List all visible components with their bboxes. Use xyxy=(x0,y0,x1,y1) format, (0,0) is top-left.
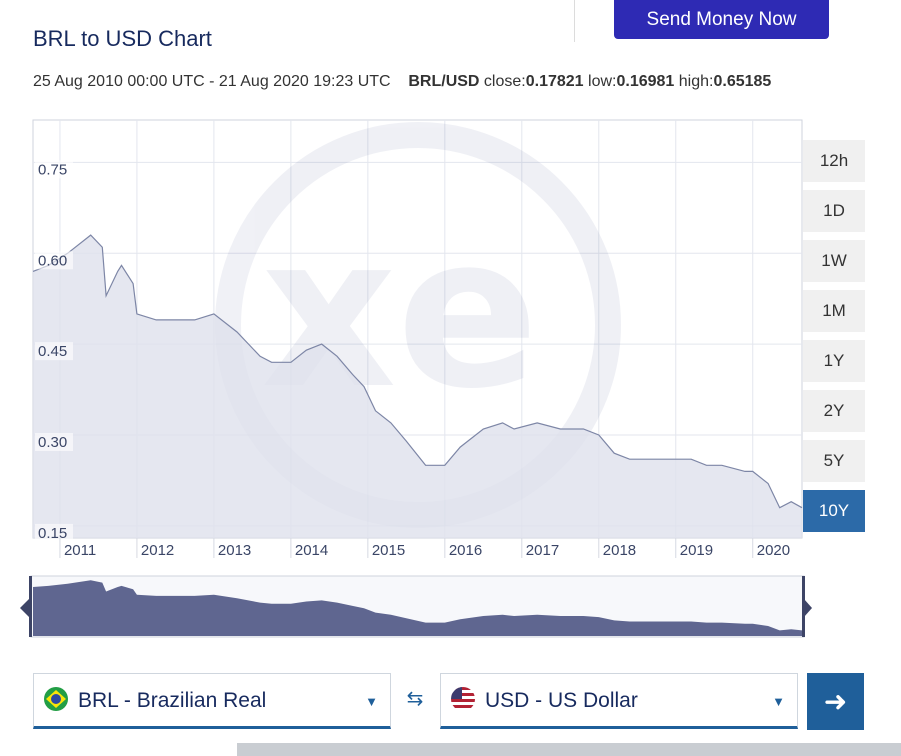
y-tick-label-background xyxy=(35,342,73,361)
swap-arrows-icon[interactable]: ⇆ xyxy=(406,688,424,710)
low-value: 0.16981 xyxy=(616,73,675,90)
navigator-handle-right[interactable] xyxy=(802,576,805,637)
y-tick-label-background xyxy=(35,523,73,542)
range-button-1d[interactable]: 1D xyxy=(803,190,865,232)
rate-chart[interactable]: xe 0.150.300.450.600.75 2011 2012 2013 2014… xyxy=(0,0,901,640)
y-tick-label: 0.15 xyxy=(38,525,67,542)
x-tick-label: 2018 xyxy=(603,542,636,559)
y-tick-label: 0.45 xyxy=(38,343,67,360)
y-axis-labels: 0.15 0.30 0.45 0.60 0.75 xyxy=(35,160,73,542)
range-button-10y[interactable]: 10Y xyxy=(803,490,865,532)
taskbar xyxy=(237,743,901,756)
x-tick-label: 2014 xyxy=(295,542,328,559)
y-tick-label-background xyxy=(35,251,73,270)
navigator-arrow-left[interactable] xyxy=(20,599,29,617)
high-value: 0.65185 xyxy=(713,73,772,90)
x-tick-label: 2012 xyxy=(141,542,174,559)
y-tick-label-background xyxy=(35,160,73,179)
pair-label: BRL/USD xyxy=(408,73,480,90)
range-button-5y[interactable]: 5Y xyxy=(803,440,865,482)
chevron-down-icon: ▼ xyxy=(772,694,785,709)
from-currency-select[interactable]: BRL - Brazilian Real ▼ xyxy=(33,673,391,729)
y-tick-label: 0.75 xyxy=(38,161,67,178)
high-label: high: xyxy=(678,73,714,90)
range-button-1w[interactable]: 1W xyxy=(803,240,865,282)
range-button-1m[interactable]: 1M xyxy=(803,290,865,332)
brazil-flag-icon xyxy=(44,687,68,711)
chart-summary: 25 Aug 2010 00:00 UTC - 21 Aug 2020 19:2… xyxy=(33,73,771,91)
x-tick-label: 2017 xyxy=(526,542,559,559)
close-value: 0.17821 xyxy=(525,73,584,90)
x-tick-label: 2013 xyxy=(218,542,251,559)
x-tick-label: 2020 xyxy=(757,542,790,559)
from-currency-label: BRL - Brazilian Real xyxy=(78,689,267,712)
to-currency-label: USD - US Dollar xyxy=(485,689,638,712)
range-button-1y[interactable]: 1Y xyxy=(803,340,865,382)
navigator-arrow-right[interactable] xyxy=(804,599,812,617)
navigator[interactable] xyxy=(20,575,812,638)
y-tick-label-background xyxy=(35,433,73,452)
x-tick-label: 2015 xyxy=(372,542,405,559)
y-tick-label: 0.30 xyxy=(38,434,67,451)
convert-button[interactable]: ➜ xyxy=(807,673,864,730)
chevron-down-icon: ▼ xyxy=(365,694,378,709)
navigator-area xyxy=(33,580,802,636)
range-selector: 12h 1D 1W 1M 1Y 2Y 5Y 10Y xyxy=(803,140,865,540)
range-button-2y[interactable]: 2Y xyxy=(803,390,865,432)
x-tick-label: 2016 xyxy=(449,542,482,559)
us-flag-icon xyxy=(451,687,475,711)
x-tick-label: 2011 xyxy=(64,542,96,559)
x-tick-label: 2019 xyxy=(680,542,713,559)
x-axis-labels: 2011 2012 2013 2014 2015 2016 2017 2018 2019 2020 xyxy=(59,538,790,559)
close-label: close: xyxy=(483,73,526,90)
date-range: 25 Aug 2010 00:00 UTC - 21 Aug 2020 19:2… xyxy=(33,73,391,90)
range-button-12h[interactable]: 12h xyxy=(803,140,865,182)
navigator-handle-left[interactable] xyxy=(29,576,32,637)
page-title: BRL to USD Chart xyxy=(33,26,212,51)
y-tick-label: 0.60 xyxy=(38,252,67,269)
low-label: low: xyxy=(588,73,617,90)
rate-area xyxy=(33,235,802,538)
rate-line xyxy=(32,234,803,509)
header-divider xyxy=(574,0,575,42)
arrow-right-icon: ➜ xyxy=(823,686,848,717)
send-money-button[interactable]: Send Money Now xyxy=(614,0,829,39)
to-currency-select[interactable]: USD - US Dollar ▼ xyxy=(440,673,798,729)
